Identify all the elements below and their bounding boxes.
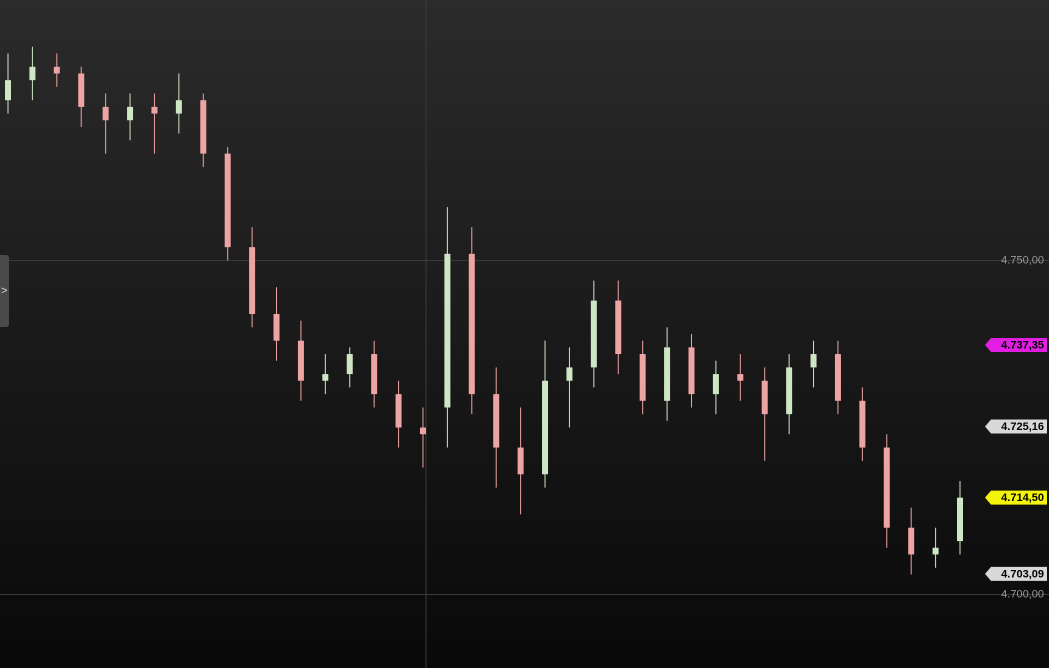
last-price-tag [985,490,1047,505]
price-tag-label: 4.703,09 [1001,568,1044,580]
candle-body [883,447,890,528]
candle-body [444,253,451,408]
candle-body [249,247,256,314]
candle-body [957,497,963,542]
sidebar-toggle[interactable] [0,255,9,327]
candle-body [566,367,573,381]
candle-body [908,527,915,555]
y-tick-label: 4.750,00 [1001,254,1044,266]
candle-body [712,374,719,395]
candle-body [29,66,36,81]
candle-body [346,354,353,375]
candle-body [127,106,134,121]
candle-body [615,300,622,355]
candle-body [200,100,207,154]
candle-body [273,313,280,341]
candle-body [102,106,109,121]
candle-body [78,73,85,107]
plot-area: 4.750,00 4.700,00 [0,47,1049,600]
candle-body [395,394,402,428]
candle-body [542,380,549,475]
candle-body [175,100,182,114]
price-tag [985,419,1047,434]
candle-body [786,367,793,415]
candle-body [468,253,475,395]
candle-body [834,354,841,401]
candle-body [810,354,817,368]
candle-body [639,354,646,401]
candle-body [5,80,11,101]
candle-body [53,66,60,74]
candle-body [151,106,158,114]
candle-body [859,400,866,448]
candle-body [224,153,231,248]
candle-body [590,300,597,368]
candle-body [664,347,671,401]
price-tag [985,566,1047,581]
candle-body [419,427,426,435]
last-price-tag-label: 4.714,50 [1001,492,1044,504]
candle-body [371,354,378,395]
candle-body [761,380,768,415]
candle-body [737,374,744,381]
price-tag [985,338,1047,353]
candle-body [517,447,524,475]
y-tick-label: 4.700,00 [1001,588,1044,600]
candle-body [297,340,304,381]
price-tag-label: 4.725,16 [1001,421,1044,433]
sidebar-toggle-label[interactable]: > [1,285,7,297]
candle-body [932,547,939,555]
candle-body [493,394,500,448]
candle-body [322,374,329,381]
candle-body [688,347,695,395]
price-tag-label: 4.737,35 [1001,339,1044,351]
